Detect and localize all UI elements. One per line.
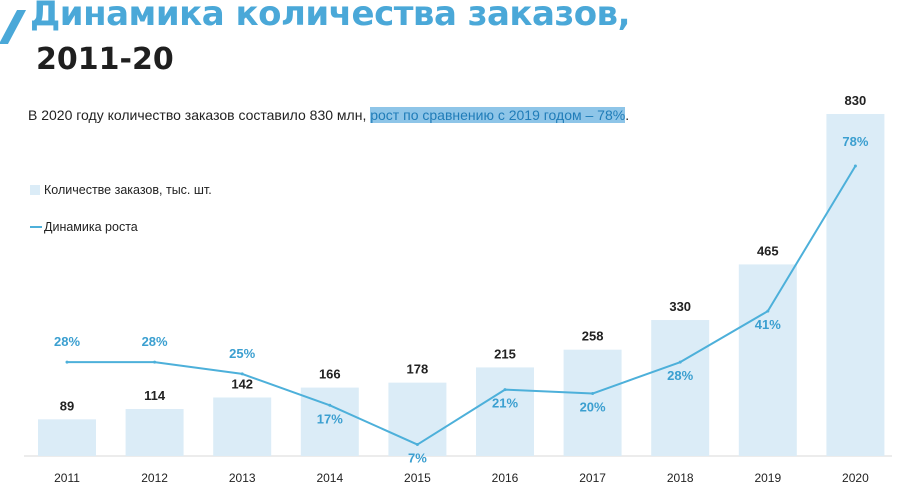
summary-tail: . [625,107,630,123]
growth-label-2015: 7% [408,451,427,466]
legend-label-growth: Динамика роста [44,220,138,234]
summary-lead: В 2020 году количество заказов составило… [28,107,371,123]
page-subtitle: 2011-20 [36,42,174,77]
growth-label-2017: 20% [580,400,606,415]
bar-2017 [563,349,622,456]
bar-2011 [38,419,96,456]
bar-value-label-2019: 465 [757,243,779,258]
chart-legend: Количестве заказов, тыс. шт. Динамика ро… [30,180,212,254]
x-tick-label-2019: 2019 [754,471,781,485]
bar-2019 [738,264,797,456]
growth-label-2013: 25% [229,346,255,361]
x-tick-label-2014: 2014 [316,471,343,485]
x-tick-label-2020: 2020 [842,471,869,485]
growth-label-2011: 28% [54,334,80,349]
growth-point-2020 [853,164,857,168]
growth-line [67,165,857,446]
x-tick-label-2013: 2013 [229,471,256,485]
growth-label-2020: 78% [842,134,868,149]
legend-item-orders: Количестве заказов, тыс. шт. [30,180,212,200]
growth-point-2012 [153,360,157,364]
bar-value-label-2012: 114 [144,388,166,403]
growth-point-2011 [65,360,69,364]
growth-point-2013 [240,372,244,376]
bar-value-label-2016: 215 [494,346,516,361]
bar-2016 [476,367,534,456]
growth-label-2018: 28% [667,368,693,383]
legend-line-swatch [30,226,42,228]
x-tick-label-2018: 2018 [667,471,694,485]
x-tick-label-2011: 2011 [54,471,80,485]
legend-bar-swatch [30,185,40,195]
legend-item-growth: Динамика роста [30,217,212,237]
growth-label-2012: 28% [142,334,168,349]
bar-value-label-2013: 142 [231,376,253,391]
bar-2013 [213,397,272,456]
bar-2018 [651,320,710,456]
x-tick-label-2017: 2017 [579,471,606,485]
bar-value-label-2017: 258 [582,329,604,344]
growth-point-2014 [328,403,332,407]
bar-value-label-2011: 89 [60,398,74,413]
growth-label-2019: 41% [755,317,781,332]
growth-point-2018 [678,360,682,364]
growth-point-2015 [415,443,419,447]
bar-2020 [826,114,885,456]
bar-value-label-2014: 166 [319,367,341,382]
legend-label-orders: Количестве заказов, тыс. шт. [44,183,212,197]
bar-value-label-2015: 178 [407,362,429,377]
bar-2012 [125,409,184,456]
bar-value-label-2020: 830 [845,93,867,108]
growth-point-2017 [591,392,595,396]
bar-value-label-2018: 330 [669,299,691,314]
summary-highlight: рост по сравнению с 2019 годом – 78% [370,107,626,123]
growth-point-2019 [766,309,770,313]
growth-point-2016 [503,388,507,392]
x-tick-label-2015: 2015 [404,471,431,485]
x-tick-label-2016: 2016 [492,471,519,485]
growth-label-2016: 21% [492,396,518,411]
growth-label-2014: 17% [317,411,343,426]
x-tick-label-2012: 2012 [141,471,168,485]
summary-text: В 2020 году количество заказов составило… [28,107,629,123]
page-title: Динамика количества заказов, [30,0,631,34]
